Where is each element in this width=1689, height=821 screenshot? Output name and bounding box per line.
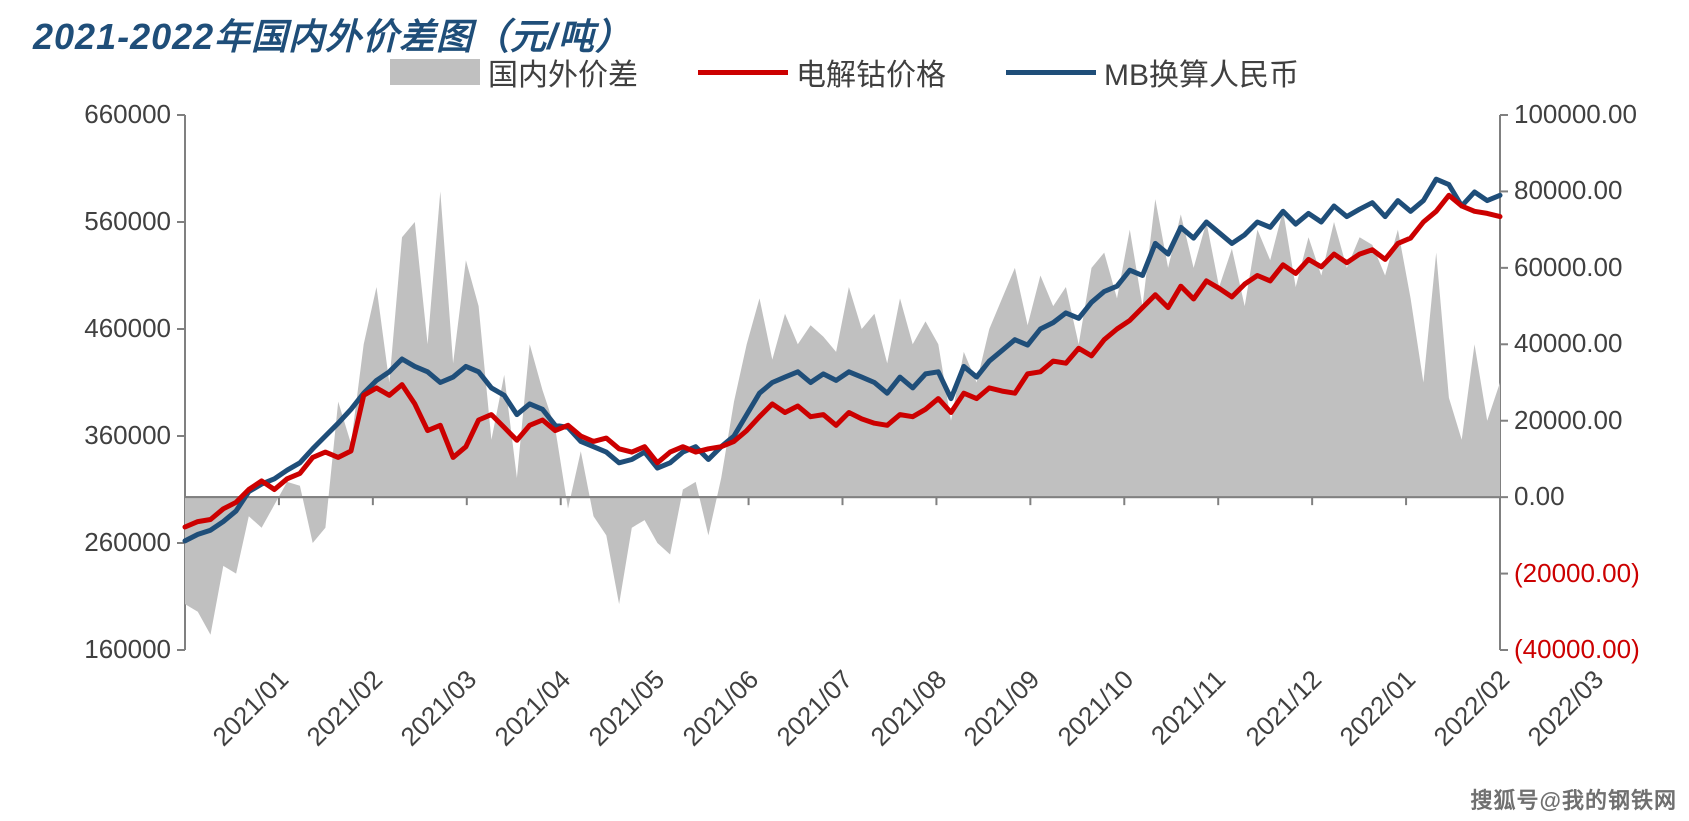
y-left-label: 660000	[84, 99, 171, 130]
y-right-label: (40000.00)	[1514, 634, 1640, 665]
watermark: 搜狐号@我的钢铁网	[1471, 783, 1677, 815]
y-left-label: 560000	[84, 206, 171, 237]
y-right-label: 0.00	[1514, 481, 1565, 512]
diff-area	[185, 191, 1500, 634]
y-left-label: 460000	[84, 313, 171, 344]
y-left-label: 160000	[84, 634, 171, 665]
y-left-label: 360000	[84, 420, 171, 451]
y-right-label: 20000.00	[1514, 405, 1622, 436]
y-left-label: 260000	[84, 527, 171, 558]
y-right-label: (20000.00)	[1514, 558, 1640, 589]
y-right-label: 60000.00	[1514, 252, 1622, 283]
y-right-label: 40000.00	[1514, 328, 1622, 359]
chart-container: 2021-2022年国内外价差图（元/吨） 国内外价差电解钴价格MB换算人民币 …	[0, 0, 1689, 821]
y-right-label: 80000.00	[1514, 175, 1622, 206]
y-right-label: 100000.00	[1514, 99, 1637, 130]
